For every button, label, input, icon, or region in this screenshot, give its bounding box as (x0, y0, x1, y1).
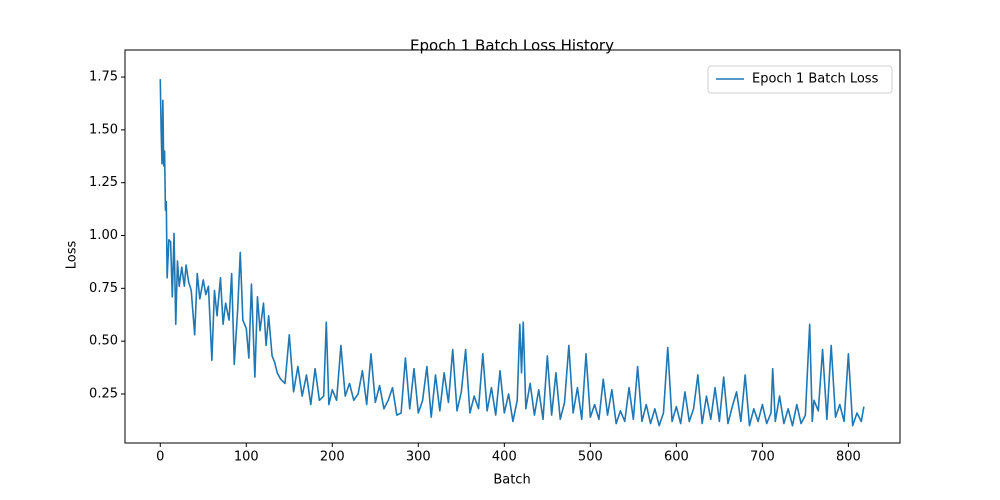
x-tick-label: 0 (156, 450, 164, 465)
y-axis-label: Loss (65, 241, 80, 270)
plot-frame (124, 49, 901, 444)
legend-label: Epoch 1 Batch Loss (752, 72, 879, 87)
x-tick-label: 100 (234, 450, 259, 465)
x-axis-label: Batch (493, 473, 530, 488)
x-tick-label: 400 (492, 450, 517, 465)
x-tick-label: 600 (664, 450, 689, 465)
x-tick-label: 800 (836, 450, 861, 465)
x-tick-label: 300 (406, 450, 431, 465)
y-tick-label: 0.75 (89, 281, 118, 296)
x-tick-label: 200 (320, 450, 345, 465)
legend-box (707, 65, 893, 94)
y-tick-label: 1.25 (89, 175, 118, 190)
y-tick-label: 1.75 (89, 70, 118, 85)
y-tick-label: 1.50 (89, 122, 118, 137)
y-tick-label: 0.50 (89, 334, 118, 349)
line-series (159, 79, 865, 427)
y-tick-label: 0.25 (89, 386, 118, 401)
chart-title: Epoch 1 Batch Loss History (410, 37, 614, 55)
x-tick-label: 700 (750, 450, 775, 465)
x-tick-label: 500 (578, 450, 603, 465)
y-tick-label: 1.00 (89, 228, 118, 243)
